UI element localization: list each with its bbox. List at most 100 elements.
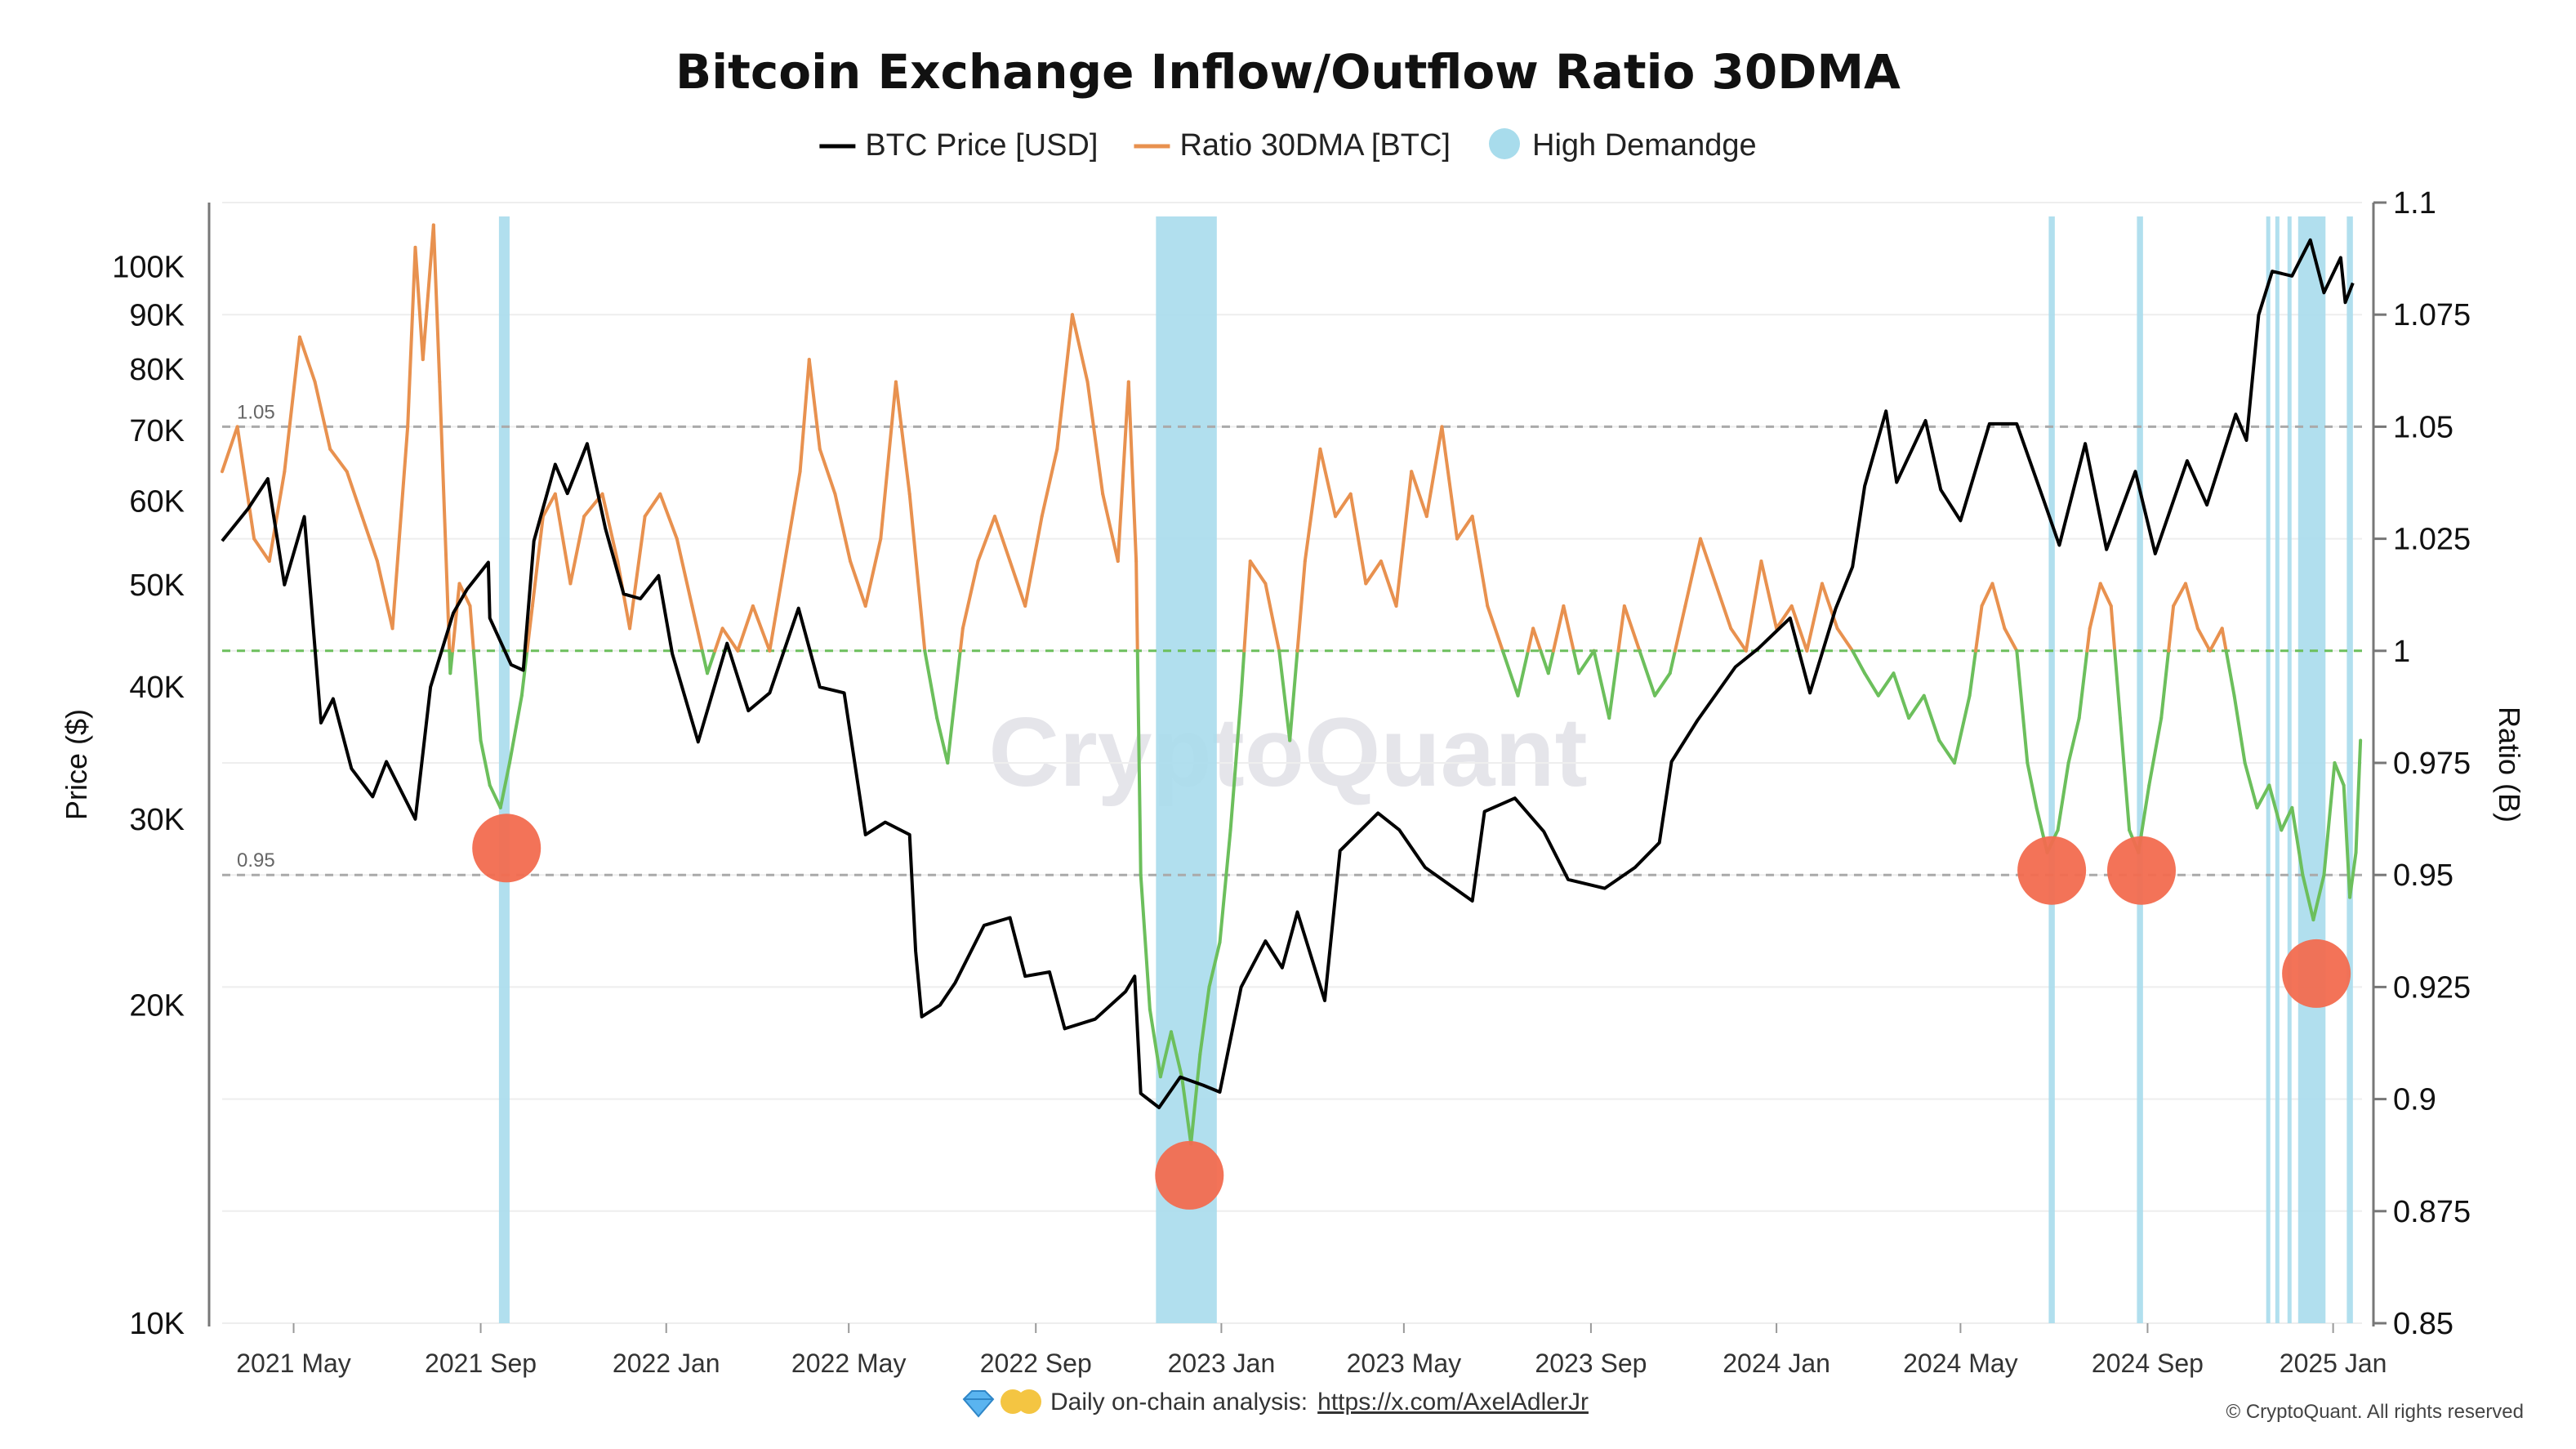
ratio-segment (252, 537, 271, 564)
highlight-marker (1155, 1140, 1224, 1210)
ratio-segment (313, 380, 332, 451)
ratio-segment (713, 626, 724, 653)
ratio-segment (643, 492, 662, 519)
ratio-segment (375, 560, 394, 631)
ratio-segment (720, 626, 740, 653)
ratio-segment (1835, 626, 1855, 653)
ratio-segment (221, 425, 239, 474)
ratio-segment (1148, 1007, 1162, 1079)
ratio-segment (1394, 470, 1414, 608)
ratio-segment (807, 358, 822, 451)
ratio-segment (736, 604, 755, 653)
ratio-segment (448, 649, 455, 675)
ratio-segment (1577, 649, 1596, 675)
reference-lines: 1.05 0.95 (222, 401, 2362, 876)
x-tick-label: 2022 Sep (980, 1349, 1092, 1378)
ratio-segment (1303, 447, 1322, 564)
legend: BTC Price [USD] Ratio 30DMA [BTC] High Dem… (819, 128, 1757, 163)
ratio-segment (1318, 447, 1338, 519)
ratio-segment (1668, 649, 1677, 675)
ratio-segment (1134, 560, 1139, 653)
ratio-segment (1040, 447, 1059, 519)
ratio-segment (1101, 492, 1120, 564)
footer-link[interactable]: https://x.com/AxelAdlerJr (1317, 1389, 1589, 1416)
high-demand-band (2287, 216, 2292, 1323)
high-demand-band (2137, 216, 2143, 1323)
ratio-segment (519, 649, 529, 698)
ratio-segment (1922, 693, 1941, 742)
ratio-segment (488, 783, 502, 809)
ratio-segment (958, 626, 965, 653)
chart-title: Bitcoin Exchange Inflow/Outflow Ratio 30… (675, 44, 1901, 100)
legend-label: BTC Price [USD] (865, 128, 1098, 163)
ratio-segment (1410, 470, 1428, 519)
ratio-segment (2208, 626, 2224, 653)
ratio-segment (2243, 761, 2259, 809)
legend-item: BTC Price [USD] (819, 128, 1098, 163)
right-tick-label: 0.95 (2393, 858, 2453, 893)
ratio-segment (2066, 716, 2081, 765)
ratio-segment (2354, 738, 2363, 854)
ratio-segment (1500, 649, 1520, 698)
ratio-segment (421, 223, 435, 362)
ratio-segment (1228, 693, 1243, 832)
left-tick-label: 80K (129, 353, 185, 387)
ratio-segment (2232, 693, 2247, 765)
ratio-segment (1851, 649, 1867, 675)
ratio-segment (2220, 626, 2228, 653)
ratio-segment (530, 515, 545, 608)
high-demand-band (2266, 216, 2271, 1323)
reference-line-label: 1.05 (237, 401, 275, 423)
high-demand-band (2275, 216, 2280, 1323)
ratio-segment (1974, 604, 1984, 653)
ratio-segment (541, 492, 557, 519)
ratio-segment (2280, 805, 2294, 832)
ratio-segment (525, 604, 534, 653)
ratio-segment (360, 515, 379, 564)
x-tick-label: 2023 Sep (1535, 1349, 1647, 1378)
x-tick-label: 2023 Jan (1168, 1349, 1276, 1378)
ratio-segment (451, 582, 461, 653)
high-demand-bands (498, 216, 2353, 1323)
ratio-segment (1116, 380, 1130, 564)
right-tick-label: 1.075 (2393, 298, 2471, 332)
ratio-segment (1277, 649, 1292, 742)
ratio-segment (471, 649, 483, 742)
right-axis-ticks: 0.85 0.875 0.9 0.925 0.95 0.975 1 1.025 1.05 1.07… (2373, 186, 2471, 1341)
ratio-segment (894, 380, 911, 496)
ratio-segment (2109, 604, 2117, 653)
ratio-segment (2290, 805, 2305, 877)
ratio-segment (235, 425, 256, 541)
ratio-segment (2195, 626, 2212, 653)
ratio-segment (1698, 537, 1718, 586)
ratio-segment (1334, 492, 1353, 519)
ratio-segment (1295, 560, 1307, 653)
ratio-segment (1729, 626, 1748, 653)
ratio-segment (1876, 671, 1896, 698)
ratio-segment (1892, 671, 1911, 720)
ratio-segment (751, 604, 772, 653)
ratio-segment (1952, 693, 1972, 765)
ratio-segment (2118, 716, 2132, 832)
highlight-marker (2017, 836, 2087, 905)
x-tick-label: 2021 May (236, 1349, 351, 1378)
ratio-segment (2015, 649, 2030, 765)
ratio-segment (2255, 783, 2271, 809)
ratio-segment (849, 560, 867, 608)
ratio-segment (431, 223, 442, 384)
ratio-segment (1744, 560, 1763, 653)
ratio-segment (675, 537, 694, 608)
ratio-segment (1968, 649, 1978, 698)
ratio-segment (2301, 873, 2315, 922)
ratio-segment (798, 358, 811, 474)
ratio-segment (345, 470, 364, 519)
ratio-segment (2056, 761, 2070, 832)
ratio-segment (2348, 850, 2358, 899)
ratio-segment (1592, 649, 1611, 720)
grid (222, 202, 2362, 1324)
left-tick-label: 100K (112, 251, 185, 285)
ratio-segment (1775, 604, 1794, 631)
ratio-segment (2098, 582, 2113, 608)
ratio-segment (879, 380, 898, 541)
left-tick-label: 70K (129, 414, 185, 448)
